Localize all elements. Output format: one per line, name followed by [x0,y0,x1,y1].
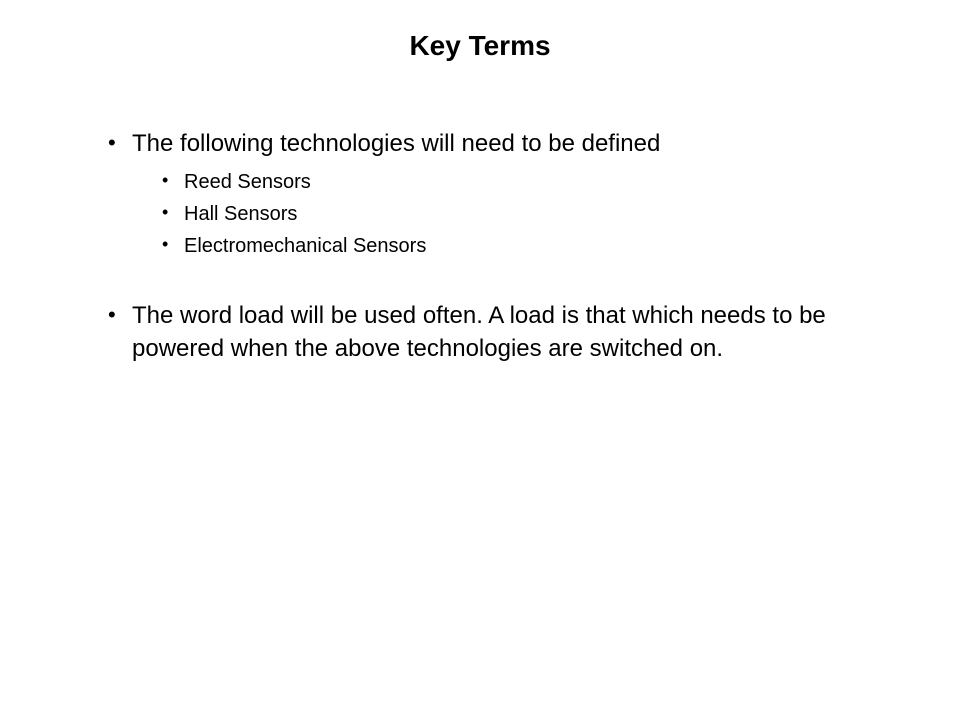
bullet-item-1: The following technologies will need to … [100,128,880,262]
bullet-item-2: The word load will be used often. A load… [100,300,880,365]
slide-content: The following technologies will need to … [100,128,880,373]
slide: Key Terms The following technologies wil… [0,0,960,720]
spacer [100,270,880,300]
sub-bullet-item: Electromechanical Sensors [132,230,880,262]
slide-title: Key Terms [0,0,960,62]
sub-bullet-item: Hall Sensors [132,198,880,230]
sub-bullet-list: Reed Sensors Hall Sensors Electromechani… [132,166,880,262]
bullet-list-2: The word load will be used often. A load… [100,300,880,365]
bullet-list: The following technologies will need to … [100,128,880,262]
bullet-text: The following technologies will need to … [132,130,660,157]
sub-bullet-item: Reed Sensors [132,166,880,198]
bullet-text: The word load will be used often. A load… [132,302,826,361]
